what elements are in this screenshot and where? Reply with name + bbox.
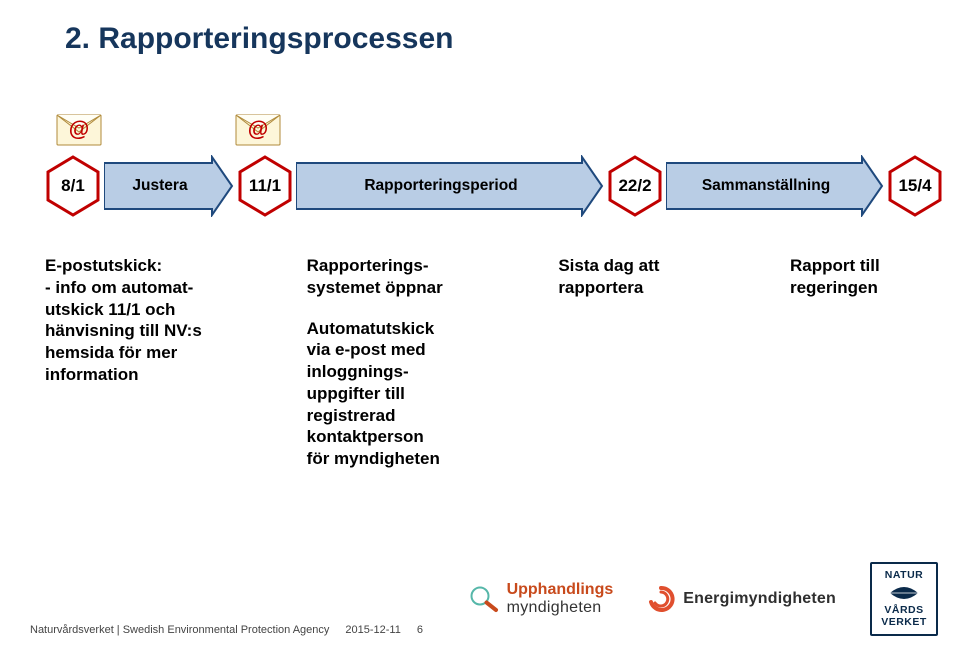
- hex-label: 8/1: [45, 155, 101, 217]
- col2-line: Automatutskick: [307, 318, 497, 340]
- arrow-label: Rapporteringsperiod: [296, 155, 586, 217]
- col2-line: systemet öppnar: [307, 277, 497, 299]
- hex-label: 11/1: [237, 155, 293, 217]
- col1-line: E-postutskick:: [45, 255, 245, 277]
- envelope-icon: @: [56, 110, 102, 146]
- hex-node: 22/2: [607, 155, 663, 217]
- footer-date: 2015-12-11: [345, 624, 400, 636]
- col1-line: hänvisning till NV:s: [45, 320, 245, 342]
- description-columns: E-postutskick: - info om automat- utskic…: [45, 255, 930, 470]
- logo-naturvardsverket: NATUR VÅRDS VERKET: [870, 562, 938, 636]
- column-4: Rapport till regeringen: [790, 255, 930, 470]
- footer-logos: Upphandlings myndigheten Energimyndighet…: [467, 562, 938, 636]
- natur-line1: NATUR: [885, 570, 923, 581]
- col2-line: registrerad: [307, 405, 497, 427]
- col1-line: hemsida för mer: [45, 342, 245, 364]
- envelope-icon: @: [235, 110, 281, 146]
- hex-label: 15/4: [887, 155, 943, 217]
- col4-line: Rapport till: [790, 255, 930, 277]
- col1-line: utskick 11/1 och: [45, 299, 245, 321]
- process-flow-row: 8/1 Justera 11/1 Rapporteringsperiod 22/…: [45, 155, 915, 217]
- slide-footer: Naturvårdsverket | Swedish Environmental…: [30, 562, 938, 636]
- col2-line: för myndigheten: [307, 448, 497, 470]
- col2-line: kontaktperson: [307, 426, 497, 448]
- col3-line: rapportera: [558, 277, 728, 299]
- arrow-label: Sammanställning: [666, 155, 866, 217]
- arrow-block: Justera: [104, 155, 234, 217]
- col2-line: inloggnings-: [307, 361, 497, 383]
- svg-text:@: @: [248, 118, 268, 141]
- col2-line: via e-post med: [307, 339, 497, 361]
- hex-node: 11/1: [237, 155, 293, 217]
- logo-upp-line2: myndigheten: [507, 599, 614, 617]
- hex-label: 22/2: [607, 155, 663, 217]
- hex-node: 15/4: [887, 155, 943, 217]
- logo-energi-text: Energimyndigheten: [683, 590, 836, 608]
- footer-text: Naturvårdsverket | Swedish Environmental…: [30, 624, 423, 636]
- arrow-label: Justera: [104, 155, 216, 217]
- column-1: E-postutskick: - info om automat- utskic…: [45, 255, 245, 470]
- col1-line: information: [45, 364, 245, 386]
- logo-energimyndigheten: Energimyndigheten: [647, 585, 836, 613]
- col2-line: uppgifter till: [307, 383, 497, 405]
- col1-line: - info om automat-: [45, 277, 245, 299]
- spacer: [307, 299, 497, 318]
- arrow-block: Sammanställning: [666, 155, 884, 217]
- leaf-icon: [888, 584, 920, 602]
- column-3: Sista dag att rapportera: [558, 255, 728, 470]
- footer-org: Naturvårdsverket | Swedish Environmental…: [30, 624, 329, 636]
- col4-line: regeringen: [790, 277, 930, 299]
- col2-line: Rapporterings-: [307, 255, 497, 277]
- logo-upp-line1: Upphandlings: [507, 581, 614, 599]
- magnifier-icon: [467, 583, 499, 615]
- logo-upphandlings: Upphandlings myndigheten: [467, 581, 614, 617]
- natur-line2: VÅRDS: [884, 605, 923, 616]
- col3-line: Sista dag att: [558, 255, 728, 277]
- arrow-block: Rapporteringsperiod: [296, 155, 604, 217]
- column-2: Rapporterings- systemet öppnar Automatut…: [307, 255, 497, 470]
- swirl-icon: [647, 585, 675, 613]
- svg-text:@: @: [69, 118, 89, 141]
- page-title: 2. Rapporteringsprocessen: [65, 22, 453, 56]
- footer-page: 6: [417, 624, 423, 636]
- natur-line3: VERKET: [881, 617, 927, 628]
- hex-node: 8/1: [45, 155, 101, 217]
